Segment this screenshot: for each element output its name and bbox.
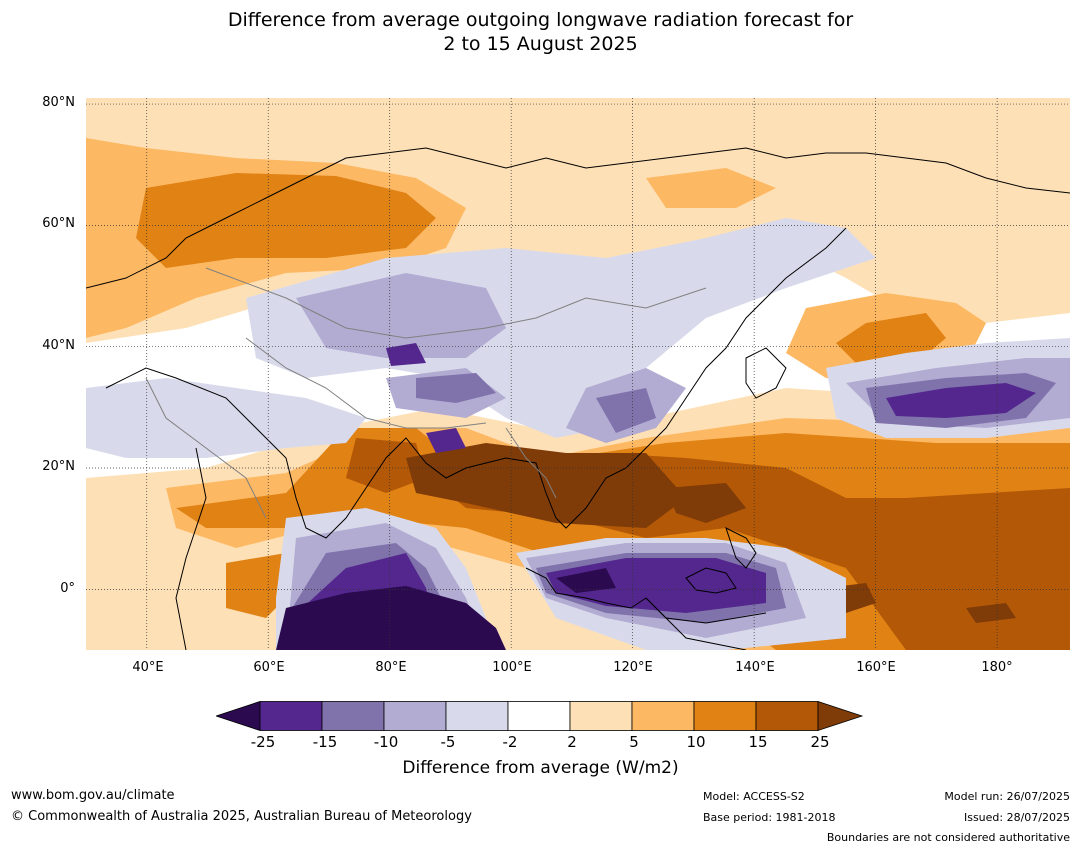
coastline: [645, 597, 747, 650]
map-title: Difference from average outgoing longwav…: [0, 8, 1081, 56]
lat-label: 40°N: [42, 338, 75, 353]
website-link[interactable]: www.bom.gov.au/climate: [11, 788, 175, 803]
copyright-text: © Commonwealth of Australia 2025, Austra…: [11, 809, 472, 824]
coastline: [86, 147, 1070, 289]
issued-text: Issued: 28/07/2025: [963, 811, 1070, 824]
colorbar-tick: 15: [748, 733, 768, 751]
anomaly-region: [836, 313, 946, 363]
colorbar-tick: -2: [502, 733, 518, 751]
anomaly-region: [406, 443, 686, 528]
colorbar-tick: 2: [567, 733, 577, 751]
colorbar-label: Difference from average (W/m2): [402, 758, 679, 778]
title-line-1: Difference from average outgoing longwav…: [227, 9, 854, 31]
anomaly-region: [426, 428, 466, 453]
colorbar-extend-low: [216, 701, 261, 732]
model-text: Model: ACCESS-S2: [703, 790, 805, 803]
anomaly-region: [136, 173, 436, 268]
lon-label: 160°E: [856, 660, 896, 675]
title-line-2: 2 to 15 August 2025: [443, 33, 638, 55]
model-run-text: Model run: 26/07/2025: [944, 790, 1070, 803]
lat-label: 0°: [60, 581, 75, 596]
anomaly-region: [386, 343, 426, 366]
colorbar-segment: [631, 701, 695, 731]
anomaly-region: [966, 603, 1016, 623]
colorbar-tick: -5: [440, 733, 456, 751]
disclaimer-text: Boundaries are not considered authoritat…: [826, 831, 1070, 844]
country-boundary: [245, 337, 487, 429]
colorbar: [216, 701, 864, 732]
colorbar-segment: [569, 701, 633, 731]
lat-label: 60°N: [42, 216, 75, 231]
coastline: [725, 527, 757, 569]
anomaly-region: [666, 483, 746, 523]
colorbar-segment: [445, 701, 509, 731]
map-canvas: [86, 98, 1070, 650]
coastline: [525, 567, 767, 624]
colorbar-segment: [383, 701, 447, 731]
colorbar-tick: -10: [373, 733, 399, 751]
coastline: [175, 447, 207, 650]
anomaly-map: [86, 98, 1070, 650]
lat-label: 20°N: [42, 459, 75, 474]
colorbar-tick: 10: [686, 733, 706, 751]
colorbar-tick: 25: [810, 733, 830, 751]
lat-label: 80°N: [42, 95, 75, 110]
lon-label: 140°E: [735, 660, 775, 675]
graticule: [86, 98, 1070, 650]
colorbar-segment: [321, 701, 385, 731]
colorbar-tick: -15: [312, 733, 338, 751]
colorbar-segment: [259, 701, 323, 731]
lon-label: 120°E: [613, 660, 653, 675]
lon-label: 100°E: [492, 660, 532, 675]
anomaly-region: [276, 586, 506, 650]
colorbar-tick: 5: [629, 733, 639, 751]
colorbar-segment: [507, 701, 571, 731]
base-period-text: Base period: 1981-2018: [703, 811, 836, 824]
anomaly-region: [246, 218, 876, 438]
anomaly-region: [886, 383, 1036, 418]
anomaly-region: [346, 438, 426, 493]
anomaly-region: [556, 568, 616, 593]
country-boundary: [145, 377, 267, 519]
coastline: [105, 227, 847, 539]
colorbar-extend-high: [817, 701, 864, 732]
lon-label: 180°: [981, 660, 1013, 675]
anomaly-region: [596, 388, 656, 433]
anomaly-region: [296, 273, 506, 358]
colorbar-segment: [693, 701, 757, 731]
anomaly-region: [646, 168, 776, 208]
country-boundary: [205, 267, 707, 339]
colorbar-tick: -25: [250, 733, 276, 751]
anomaly-region: [416, 373, 496, 403]
colorbar-segment: [755, 701, 819, 731]
lon-label: 60°E: [253, 660, 285, 675]
coastline: [685, 567, 737, 594]
coastline: [745, 347, 787, 399]
lon-label: 40°E: [132, 660, 164, 675]
lon-label: 80°E: [375, 660, 407, 675]
